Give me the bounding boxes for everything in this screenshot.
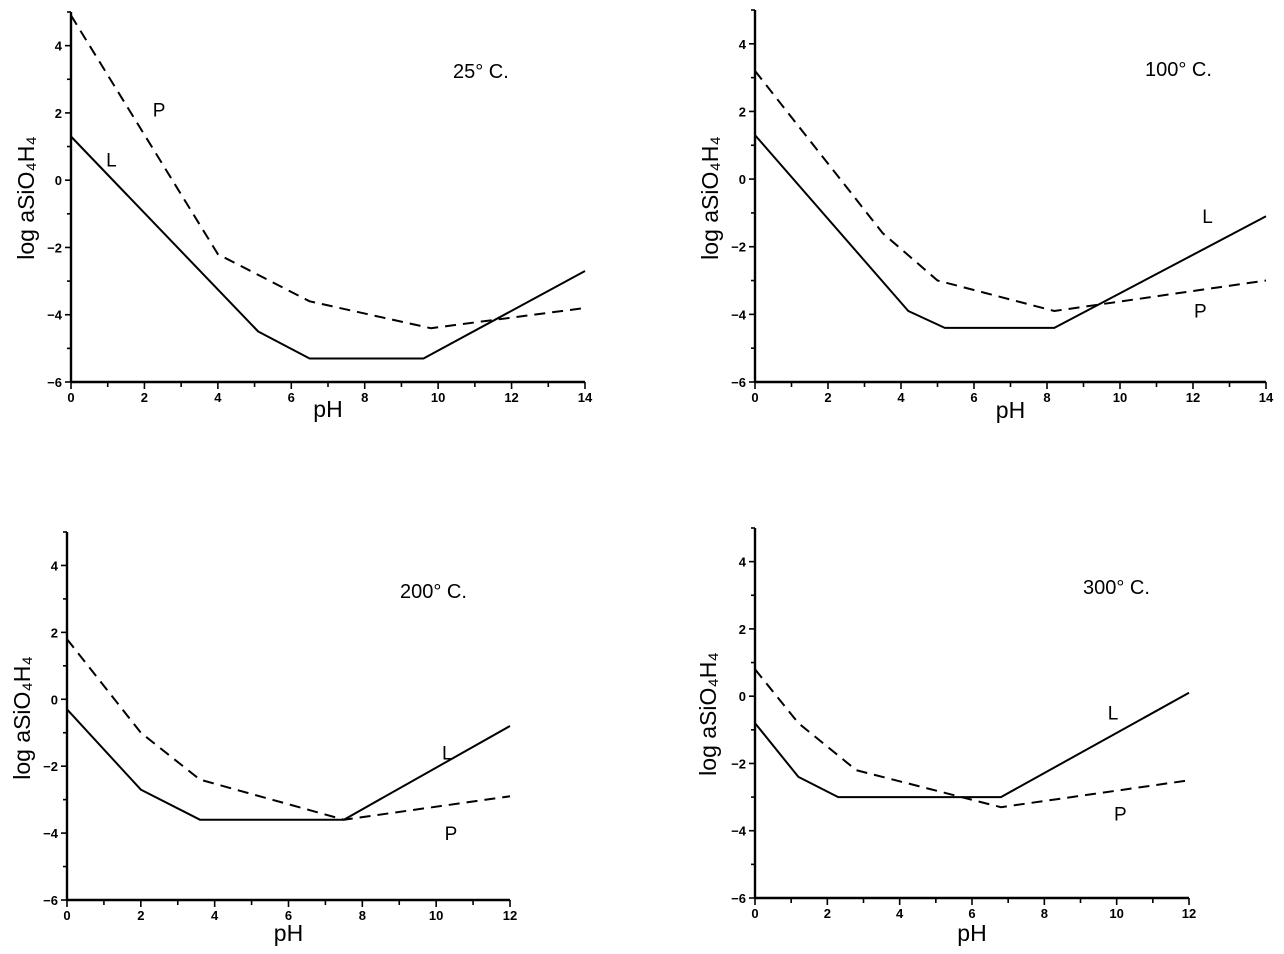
series-annotation: P: [445, 824, 458, 845]
x-tick-label: 6: [288, 390, 295, 405]
series-line-P: [754, 668, 1190, 809]
y-tick-label: −6: [731, 891, 746, 906]
panel-title: 25° C.: [453, 61, 509, 83]
series-annotation: L: [1108, 704, 1119, 725]
y-tick-label: 4: [55, 39, 63, 54]
x-tick-label: 0: [751, 390, 758, 405]
x-tick-label: 0: [751, 906, 758, 921]
y-axis-title: log aSiO₄H₄: [697, 136, 723, 260]
y-tick-label: 2: [51, 625, 58, 640]
y-tick-label: −4: [43, 826, 59, 841]
x-tick-label: 10: [1113, 390, 1127, 405]
chart-panel: −6 −4 −2 0 2 4 0 2 4 6 8 10 12 14 L P 100° C. pH log aSiO₄…: [697, 9, 1274, 423]
panel-title: 200° C.: [400, 581, 467, 603]
series-line-L: [754, 691, 1190, 799]
panel-title: 100° C.: [1145, 59, 1212, 81]
x-tick-label: 0: [67, 390, 74, 405]
x-tick-label: 2: [137, 908, 144, 923]
x-tick-label: 6: [968, 906, 975, 921]
y-tick-label: 0: [739, 689, 746, 704]
x-tick-label: 8: [1043, 390, 1050, 405]
y-tick-label: 4: [51, 558, 59, 573]
chart-panel: −6 −4 −2 0 2 4 0 2 4 6 8 10 12 L P 200° C. pH log aSiO₄H₄: [9, 531, 517, 946]
y-tick-label: −2: [47, 240, 62, 255]
x-tick-label: 12: [1186, 390, 1200, 405]
x-tick-label: 2: [824, 390, 831, 405]
series-annotation: L: [1202, 207, 1213, 228]
y-tick-label: 2: [739, 104, 746, 119]
series-line-P: [754, 70, 1267, 312]
y-tick-label: −4: [731, 824, 747, 839]
x-tick-label: 2: [824, 906, 831, 921]
x-tick-label: 0: [63, 908, 70, 923]
y-tick-label: 2: [739, 622, 746, 637]
x-tick-label: 8: [1041, 906, 1048, 921]
y-tick-label: −6: [731, 375, 746, 390]
x-tick-label: 8: [359, 908, 366, 923]
x-tick-label: 6: [970, 390, 977, 405]
y-tick-label: 0: [55, 173, 62, 188]
x-tick-label: 4: [211, 908, 219, 923]
y-tick-label: −6: [47, 375, 62, 390]
x-tick-label: 4: [896, 906, 904, 921]
y-axis-title: log aSiO₄H₄: [9, 656, 35, 780]
series-annotation: L: [106, 151, 117, 172]
x-axis-title: pH: [274, 920, 303, 946]
x-tick-label: 14: [1259, 390, 1274, 405]
x-tick-label: 6: [285, 908, 292, 923]
x-tick-label: 10: [431, 390, 445, 405]
x-tick-label: 10: [1109, 906, 1123, 921]
x-tick-label: 4: [897, 390, 905, 405]
series-annotation: P: [153, 100, 166, 121]
x-axis-title: pH: [996, 397, 1025, 423]
y-tick-label: −2: [731, 756, 746, 771]
series-annotation: P: [1114, 805, 1127, 826]
series-annotation: L: [442, 743, 453, 764]
x-tick-label: 2: [141, 390, 148, 405]
x-tick-label: 8: [361, 390, 368, 405]
y-axis-title: log aSiO₄H₄: [695, 652, 721, 776]
series-line-L: [66, 708, 511, 821]
x-tick-label: 12: [1182, 906, 1196, 921]
series-line-P: [66, 638, 511, 821]
y-tick-label: 2: [55, 106, 62, 121]
y-tick-label: 0: [739, 172, 746, 187]
y-tick-label: −2: [731, 240, 746, 255]
x-tick-label: 12: [504, 390, 518, 405]
series-annotation: P: [1194, 302, 1207, 323]
y-tick-label: −4: [731, 307, 747, 322]
chart-panel: −6 −4 −2 0 2 4 0 2 4 6 8 10 12 14 P L 25° C. pH log aSiO₄H…: [13, 11, 593, 422]
x-tick-label: 12: [503, 908, 517, 923]
y-axis-title: log aSiO₄H₄: [13, 136, 39, 260]
panel-title: 300° C.: [1083, 577, 1150, 599]
series-line-L: [754, 134, 1267, 329]
x-tick-label: 10: [429, 908, 443, 923]
x-axis-title: pH: [957, 920, 986, 946]
y-tick-label: −6: [43, 893, 58, 908]
x-tick-label: 14: [578, 390, 593, 405]
x-tick-label: 4: [214, 390, 222, 405]
y-tick-label: 0: [51, 692, 58, 707]
y-tick-label: −2: [43, 759, 58, 774]
series-line-L: [70, 135, 586, 360]
y-tick-label: 4: [739, 555, 747, 570]
series-line-P: [70, 14, 586, 330]
x-axis-title: pH: [313, 396, 342, 422]
chart-panel: −6 −4 −2 0 2 4 0 2 4 6 8 10 12 L P 300° C. pH log aSiO₄H₄: [695, 527, 1196, 946]
y-tick-label: 4: [739, 37, 747, 52]
y-tick-label: −4: [47, 308, 63, 323]
